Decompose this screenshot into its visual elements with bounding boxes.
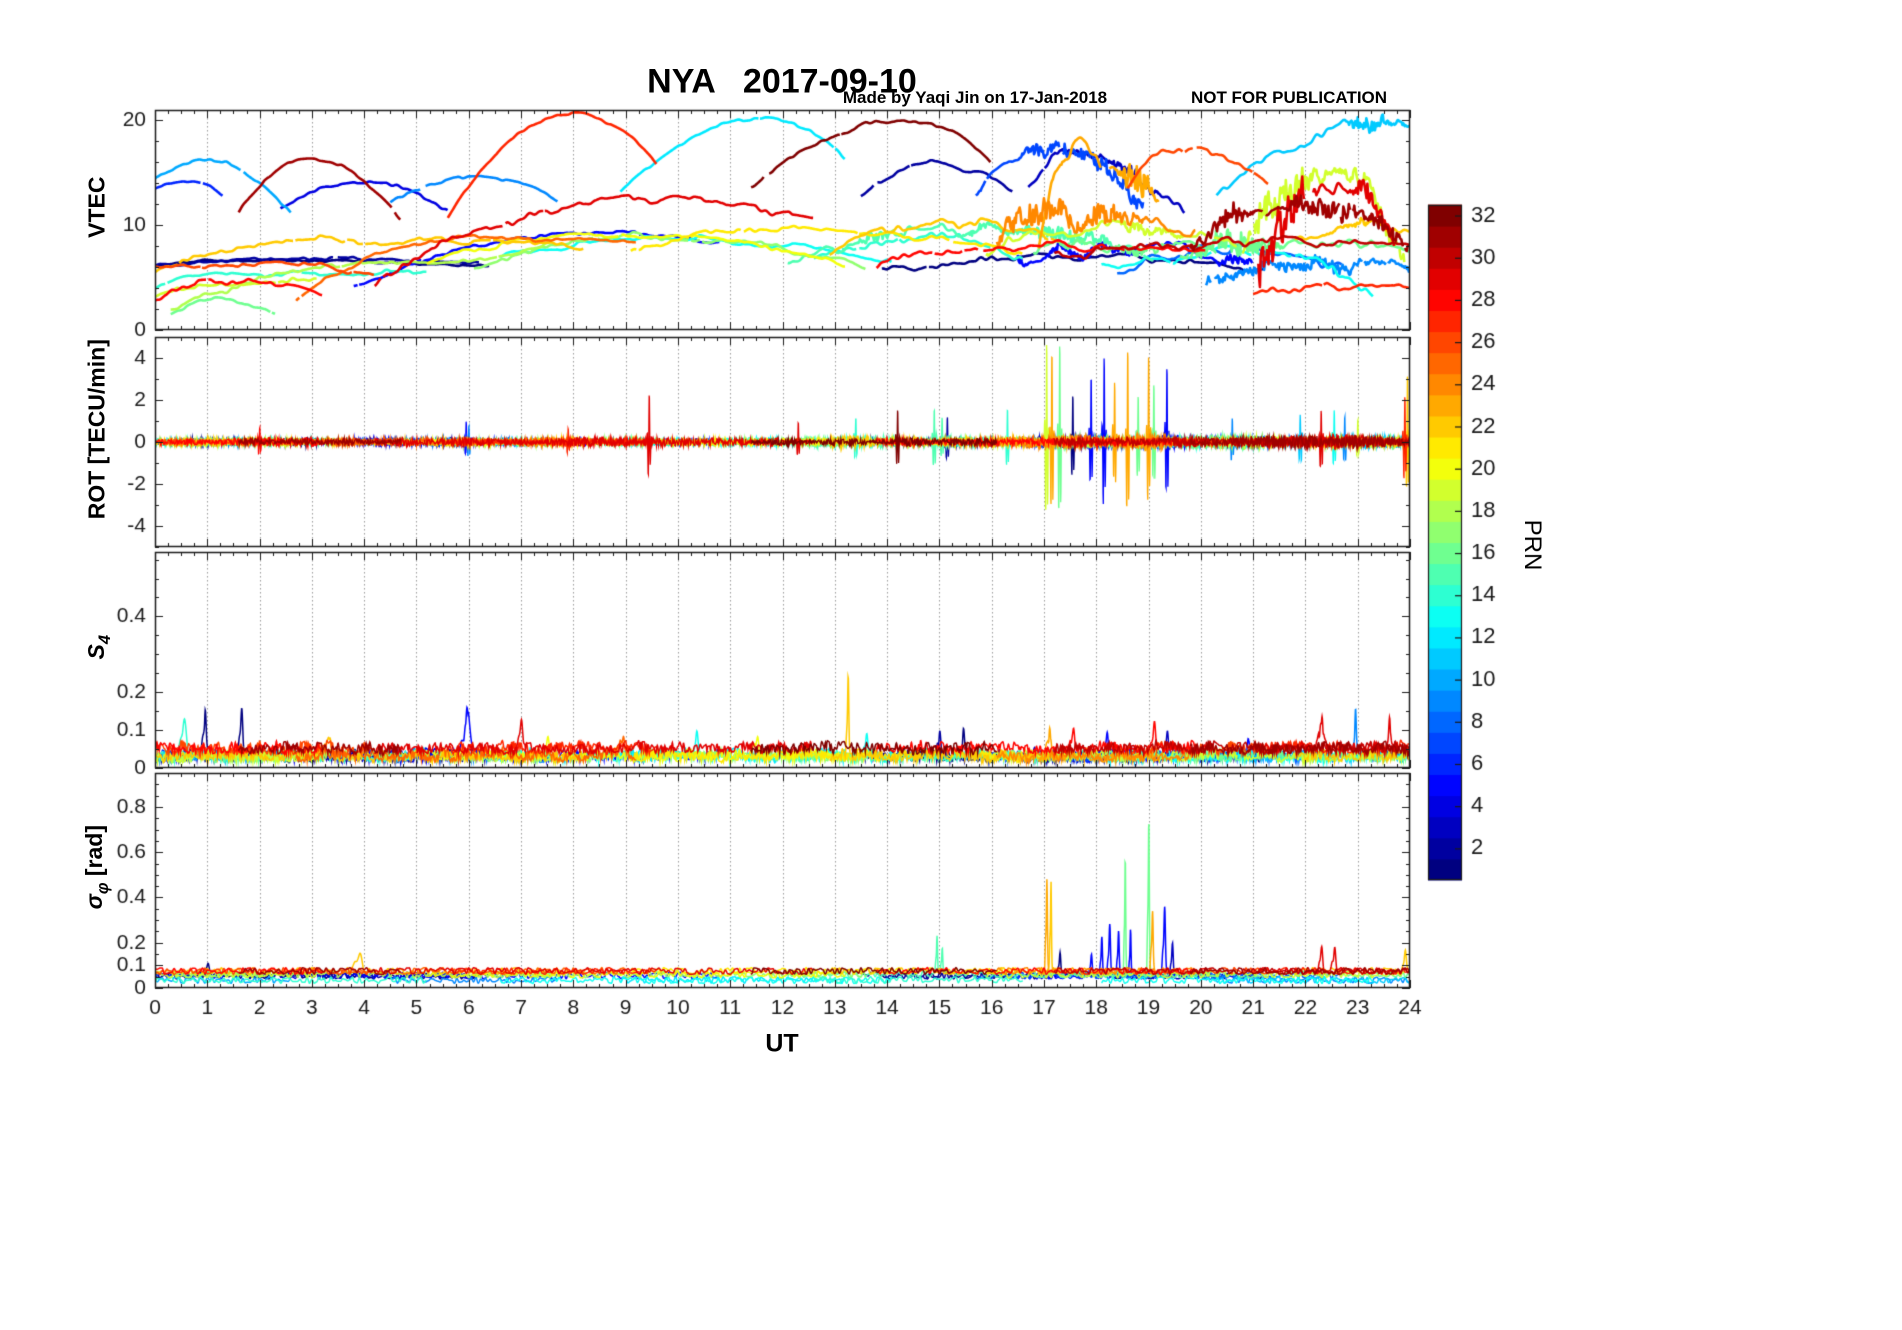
sigma-phi-axis-label-units: [rad] — [81, 825, 108, 883]
s4-axis-label-subscript: 4 — [94, 634, 114, 645]
sigma-phi-axis-label-text: σ — [81, 894, 108, 910]
credit-annotation: Made by Yaqi Jin on 17-Jan-2018 — [842, 88, 1108, 107]
publication-notice: NOT FOR PUBLICATION — [1190, 88, 1388, 107]
rot-axis-label: ROT [TECU/min] — [57, 339, 138, 545]
prn-colorbar-label: PRN — [1519, 519, 1546, 571]
s4-axis-label-text: S — [83, 644, 110, 660]
sigma-phi-axis-label: σφ [rad] — [54, 825, 140, 935]
s4-axis-label: S4 — [56, 635, 142, 685]
chart-title: NYA 2017-09-10 — [647, 62, 917, 101]
vtec-axis-label: VTEC — [57, 177, 138, 264]
rot-axis-label-text: ROT [TECU/min] — [83, 339, 110, 520]
vtec-axis-label-text: VTEC — [83, 176, 110, 238]
sigma-phi-axis-label-subscript: φ — [92, 882, 112, 895]
ut-axis-label: UT — [765, 1029, 799, 1058]
